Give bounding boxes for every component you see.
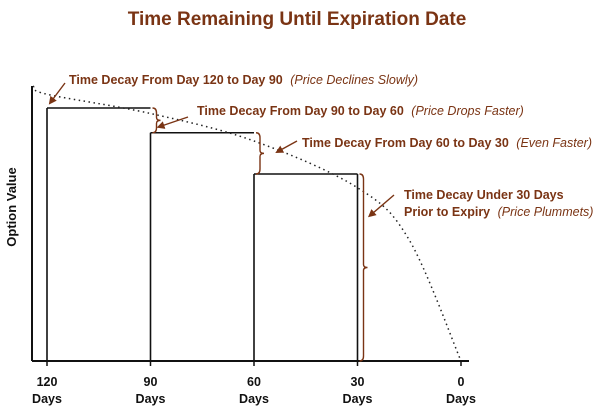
brace-30-0: [359, 173, 368, 362]
annotation-under-30-line1: Time Decay Under 30 Days: [404, 188, 564, 202]
annotation-60-30-note: (Even Faster): [516, 136, 592, 150]
x-tick-unit-60: Days: [239, 392, 269, 406]
annotation-under-30-note: (Price Plummets): [498, 205, 594, 219]
annotation-60-30-text: Time Decay From Day 60 to Day 30: [302, 136, 509, 150]
annotation-120-90-text: Time Decay From Day 120 to Day 90: [69, 73, 283, 87]
annotation-90-60-note: (Price Drops Faster): [411, 104, 524, 118]
brace-90-60: [152, 107, 161, 134]
x-tick-label-0: 0: [458, 375, 465, 389]
chart-title: Time Remaining Until Expiration Date: [128, 9, 467, 30]
ticks-layer: 120 Days 90 Days 60 Days 30 Days 0 Days: [32, 361, 476, 406]
arrow-120-90: [48, 82, 66, 105]
y-axis-label: Option Value: [4, 167, 19, 246]
annotation-under-30-line2: Prior to Expiry (Price Plummets): [404, 205, 593, 219]
annotation-90-60-text: Time Decay From Day 90 to Day 60: [197, 104, 404, 118]
brace-60-30: [255, 132, 265, 175]
decay-curve: [32, 85, 462, 362]
x-tick-label-120: 120: [37, 375, 58, 389]
arrows-layer: [48, 82, 395, 218]
x-tick-unit-90: Days: [136, 392, 166, 406]
bars-layer: [46, 107, 359, 361]
arrow-60-30: [275, 140, 298, 153]
annotation-under-30-text2: Prior to Expiry: [404, 205, 490, 219]
annotation-120-90: Time Decay From Day 120 to Day 90 (Price…: [69, 73, 418, 87]
annotation-120-90-note: (Price Declines Slowly): [290, 73, 418, 87]
braces-layer: [152, 107, 368, 362]
x-tick-unit-30: Days: [343, 392, 373, 406]
x-tick-label-90: 90: [144, 375, 158, 389]
x-tick-unit-120: Days: [32, 392, 62, 406]
x-tick-unit-0: Days: [446, 392, 476, 406]
arrow-under-30: [367, 194, 395, 218]
x-tick-label-60: 60: [247, 375, 261, 389]
arrow-90-60: [156, 116, 189, 129]
x-tick-label-30: 30: [351, 375, 365, 389]
annotation-60-30: Time Decay From Day 60 to Day 30 (Even F…: [302, 136, 592, 150]
annotation-90-60: Time Decay From Day 90 to Day 60 (Price …: [197, 104, 524, 118]
